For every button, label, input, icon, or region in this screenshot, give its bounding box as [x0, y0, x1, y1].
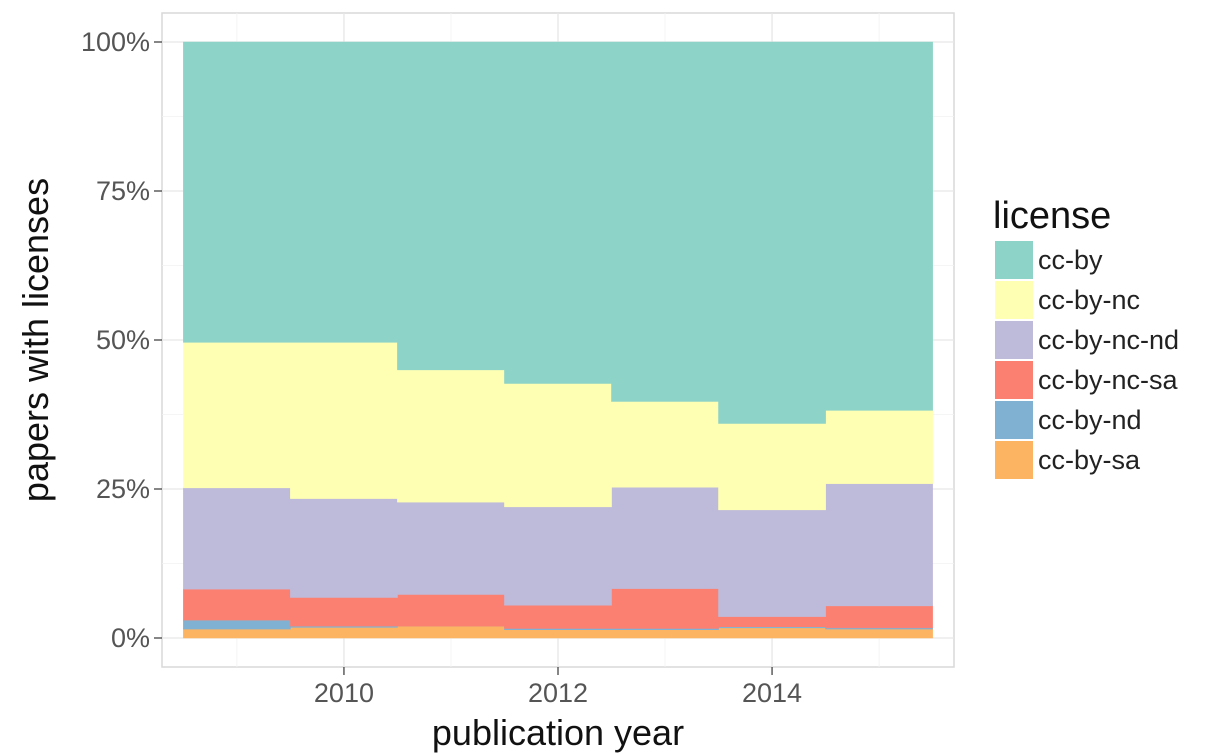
x-tick-label: 2010: [314, 678, 374, 708]
legend-label-cc-by-nc: cc-by-nc: [1038, 285, 1140, 315]
legend-key-cc-by-sa: [995, 441, 1033, 479]
legend-key-cc-by-nc-nd: [995, 321, 1033, 359]
y-tick-label: 0%: [111, 623, 150, 653]
y-axis: 0% 25% 50% 75% 100%: [81, 27, 162, 653]
y-tick-label: 75%: [96, 176, 150, 206]
x-axis: 2010 2012 2014: [314, 667, 802, 708]
legend-label-cc-by: cc-by: [1038, 245, 1103, 275]
legend-key-cc-by: [995, 241, 1033, 279]
y-tick-label: 50%: [96, 325, 150, 355]
legend: license cc-by cc-by-nc cc-by-nc-nd cc-by-nc…: [993, 195, 1179, 479]
x-tick-label: 2014: [742, 678, 802, 708]
legend-key-cc-by-nc: [995, 281, 1033, 319]
y-axis-title: papers with licenses: [15, 178, 56, 502]
x-tick-label: 2012: [528, 678, 588, 708]
legend-key-cc-by-nc-sa: [995, 361, 1033, 399]
area-cc-by: [183, 41, 933, 424]
y-tick-label: 25%: [96, 474, 150, 504]
legend-label-cc-by-nc-sa: cc-by-nc-sa: [1038, 365, 1179, 395]
legend-title: license: [993, 195, 1111, 237]
legend-label-cc-by-nc-nd: cc-by-nc-nd: [1038, 325, 1179, 355]
legend-label-cc-by-sa: cc-by-sa: [1038, 445, 1141, 475]
x-axis-title: publication year: [432, 712, 684, 753]
legend-label-cc-by-nd: cc-by-nd: [1038, 405, 1142, 435]
y-tick-label: 100%: [81, 27, 150, 57]
legend-key-cc-by-nd: [995, 401, 1033, 439]
series-areas: [183, 41, 933, 639]
